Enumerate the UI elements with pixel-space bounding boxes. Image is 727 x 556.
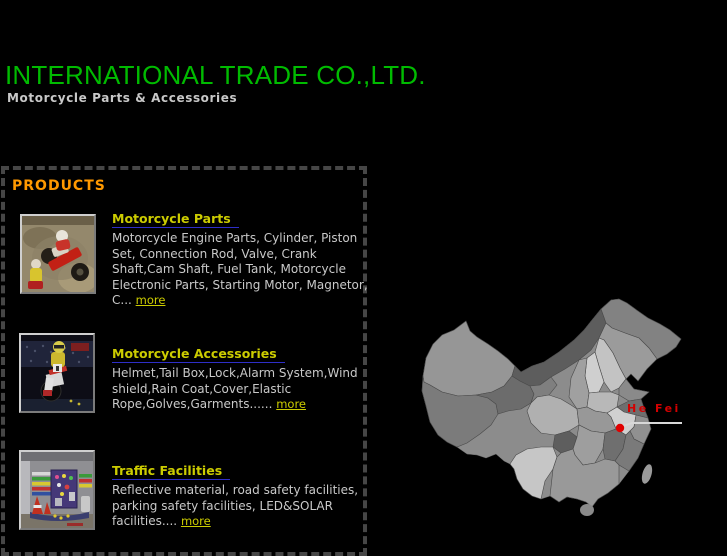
more-link[interactable]: more	[276, 397, 307, 411]
page-title: INTERNATIONAL TRADE CO.,LTD.	[5, 60, 426, 90]
hefei-leader-line	[622, 422, 682, 427]
more-link[interactable]: more	[135, 293, 166, 307]
motocross-jump-photo-graphic	[21, 335, 93, 411]
taiwan-island-shape	[641, 464, 653, 484]
traffic-facilities-link[interactable]: Traffic Facilities	[112, 463, 231, 480]
more-link[interactable]: more	[180, 514, 211, 528]
description-text: Helmet,Tail Box,Lock,Alarm System,Wind s…	[112, 366, 358, 411]
hefei-marker-dot	[615, 423, 625, 433]
motorcycle-accessories-thumbnail[interactable]	[19, 333, 95, 413]
product-item-motorcycle-accessories: Motorcycle Accessories Helmet,Tail Box,L…	[112, 343, 368, 413]
showroom-photo-graphic	[21, 452, 93, 528]
motorcycle-parts-thumbnail[interactable]	[20, 214, 96, 294]
china-map	[420, 298, 692, 524]
traffic-facilities-thumbnail[interactable]	[19, 450, 95, 530]
hainan-island-shape	[580, 504, 594, 516]
product-description: Motorcycle Engine Parts, Cylinder, Pisto…	[112, 231, 368, 309]
product-description: Reflective material, road safety facilit…	[112, 483, 368, 530]
china-map-graphic	[421, 298, 682, 516]
products-panel: PRODUCTS Motorcycle Parts Motorcycle Eng…	[1, 166, 368, 556]
motorcycle-accessories-link[interactable]: Motorcycle Accessories	[112, 346, 285, 363]
description-text: Reflective material, road safety facilit…	[112, 483, 359, 528]
motorcycle-parts-link[interactable]: Motorcycle Parts	[112, 211, 239, 228]
product-item-traffic-facilities: Traffic Facilities Reflective material, …	[112, 460, 368, 530]
motocross-dirt-photo-graphic	[22, 216, 94, 292]
page-subtitle: Motorcycle Parts & Accessories	[7, 91, 238, 105]
description-text: Motorcycle Engine Parts, Cylinder, Pisto…	[112, 231, 368, 307]
product-description: Helmet,Tail Box,Lock,Alarm System,Wind s…	[112, 366, 368, 413]
hefei-city-label: He Fei	[627, 402, 681, 415]
product-item-motorcycle-parts: Motorcycle Parts Motorcycle Engine Parts…	[112, 208, 368, 309]
products-heading: PRODUCTS	[12, 178, 106, 194]
